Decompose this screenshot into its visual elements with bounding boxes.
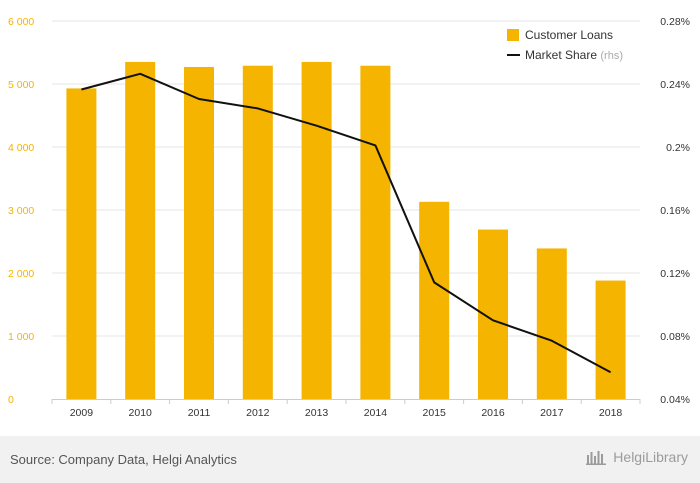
bar — [242, 65, 273, 399]
bar — [360, 65, 391, 399]
y-left-tick-label: 2 000 — [8, 268, 34, 280]
legend: Customer Loans Market Share (rhs) — [507, 28, 623, 62]
combo-chart: 0 1 000 2 000 3 000 4 000 5 000 6 000 0.04% 0.08… — [8, 16, 690, 419]
x-tick-label: 2012 — [246, 407, 270, 419]
legend-label-customer-loans: Customer Loans — [525, 28, 613, 42]
brand-name: HelgiLibrary — [613, 449, 688, 465]
bar — [66, 88, 97, 399]
x-tick-label: 2011 — [188, 407, 211, 419]
x-tick-label: 2009 — [70, 407, 94, 419]
footer: Source: Company Data, Helgi Analytics He… — [0, 436, 700, 483]
library-icon — [586, 451, 607, 465]
axes: 0 1 000 2 000 3 000 4 000 5 000 6 000 0.04% 0.08… — [8, 16, 690, 419]
x-tick-label: 2017 — [540, 407, 564, 419]
legend-label-market-share: Market Share (rhs) — [525, 48, 623, 62]
bar — [301, 61, 332, 399]
bar — [419, 201, 450, 399]
source-note: Source: Company Data, Helgi Analytics — [10, 452, 237, 467]
x-tick-label: 2018 — [599, 407, 623, 419]
y-right-tick-label: 0.2% — [666, 142, 690, 154]
x-tick-label: 2013 — [305, 407, 329, 419]
x-tick-label: 2015 — [423, 407, 447, 419]
y-right-tick-label: 0.16% — [660, 205, 690, 217]
y-right-tick-label: 0.12% — [660, 268, 690, 280]
y-right-tick-label: 0.28% — [660, 16, 690, 28]
bar — [595, 280, 626, 399]
y-left-tick-label: 3 000 — [8, 205, 34, 217]
market-share-line — [81, 72, 612, 374]
bar-series-customer-loans — [66, 61, 626, 400]
y-right-tick-label: 0.24% — [660, 79, 690, 91]
bar — [125, 61, 156, 399]
x-tick-label: 2016 — [481, 407, 505, 419]
y-left-tick-label: 1 000 — [8, 331, 34, 343]
y-left-tick-label: 0 — [8, 394, 14, 406]
y-left-tick-label: 4 000 — [8, 142, 34, 154]
y-right-tick-label: 0.08% — [660, 331, 690, 343]
bar — [536, 248, 567, 399]
brand-logo: HelgiLibrary — [586, 449, 688, 465]
y-left-tick-label: 6 000 — [8, 16, 34, 28]
legend-swatch-customer-loans — [507, 29, 519, 41]
line-series-market-share — [81, 72, 612, 374]
y-right-tick-label: 0.04% — [660, 394, 690, 406]
x-tick-label: 2010 — [129, 407, 153, 419]
y-left-tick-label: 5 000 — [8, 79, 34, 91]
bar — [184, 66, 214, 400]
x-tick-label: 2014 — [364, 407, 388, 419]
